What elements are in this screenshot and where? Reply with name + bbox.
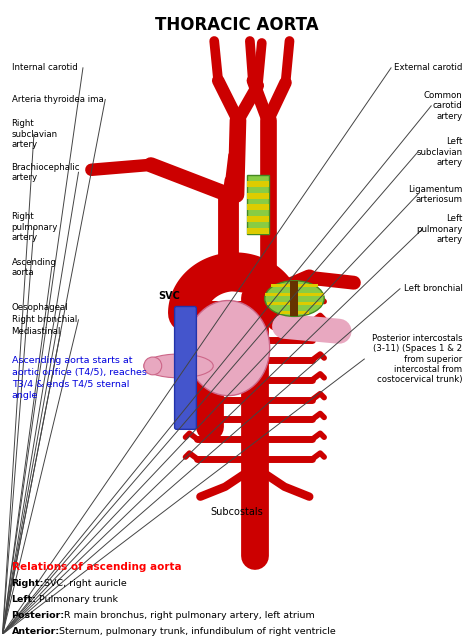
Text: Ascending aorta starts at
aortic orifice (T4/5), reaches
T3/4 & ends T4/5 sterna: Ascending aorta starts at aortic orifice… <box>12 356 146 400</box>
Bar <box>271 284 318 288</box>
Text: Arteria thyroidea ima: Arteria thyroidea ima <box>12 95 103 104</box>
Text: Posterior:: Posterior: <box>12 611 65 620</box>
Text: SVC: SVC <box>158 291 180 300</box>
Text: Pulmonary trunk: Pulmonary trunk <box>36 596 118 604</box>
Text: Right bronchial: Right bronchial <box>12 315 77 324</box>
Text: Left
pulmonary
artery: Left pulmonary artery <box>416 214 462 244</box>
Text: Right
subclavian
artery: Right subclavian artery <box>12 119 58 150</box>
Text: Subcostals: Subcostals <box>210 507 264 516</box>
Text: Common
carotid
artery: Common carotid artery <box>424 91 462 121</box>
FancyBboxPatch shape <box>174 307 196 429</box>
FancyBboxPatch shape <box>247 174 269 234</box>
Text: Left:: Left: <box>12 596 36 604</box>
Text: Sternum, pulmonary trunk, infundibulum of right ventricle: Sternum, pulmonary trunk, infundibulum o… <box>56 627 336 636</box>
Text: Ascending
aorta: Ascending aorta <box>12 258 56 277</box>
Bar <box>247 181 269 187</box>
Text: Left
subclavian
artery: Left subclavian artery <box>416 137 462 167</box>
Ellipse shape <box>144 354 213 378</box>
Text: THORACIC AORTA: THORACIC AORTA <box>155 16 319 35</box>
Ellipse shape <box>186 300 270 396</box>
Bar <box>247 204 269 210</box>
Text: Internal carotid: Internal carotid <box>12 63 77 72</box>
Text: Right:: Right: <box>12 580 44 589</box>
Bar <box>267 302 322 305</box>
Text: Right
pulmonary
artery: Right pulmonary artery <box>12 212 58 242</box>
Text: External carotid: External carotid <box>394 63 462 72</box>
Text: Mediastinal: Mediastinal <box>12 327 61 336</box>
Text: Oesophageal: Oesophageal <box>12 304 68 312</box>
Text: Brachiocephalic
artery: Brachiocephalic artery <box>12 162 80 182</box>
Bar <box>247 217 269 222</box>
Bar <box>280 311 309 314</box>
Ellipse shape <box>144 357 162 375</box>
Text: Ligamentum
arteriosum: Ligamentum arteriosum <box>408 185 462 204</box>
Ellipse shape <box>265 281 324 316</box>
Text: Relations of ascending aorta: Relations of ascending aorta <box>12 562 181 571</box>
Bar <box>291 281 299 316</box>
Text: SVC, right auricle: SVC, right auricle <box>41 580 127 589</box>
Bar <box>247 228 269 234</box>
Text: Posterior intercostals
(3-11) (Spaces 1 & 2
from superior
intercostal from
costo: Posterior intercostals (3-11) (Spaces 1 … <box>372 334 462 384</box>
Text: R main bronchus, right pulmonary artery, left atrium: R main bronchus, right pulmonary artery,… <box>61 611 315 620</box>
Bar <box>247 192 269 199</box>
Text: Left bronchial: Left bronchial <box>403 284 462 293</box>
Text: Anterior:: Anterior: <box>12 627 60 636</box>
Bar <box>265 293 324 296</box>
